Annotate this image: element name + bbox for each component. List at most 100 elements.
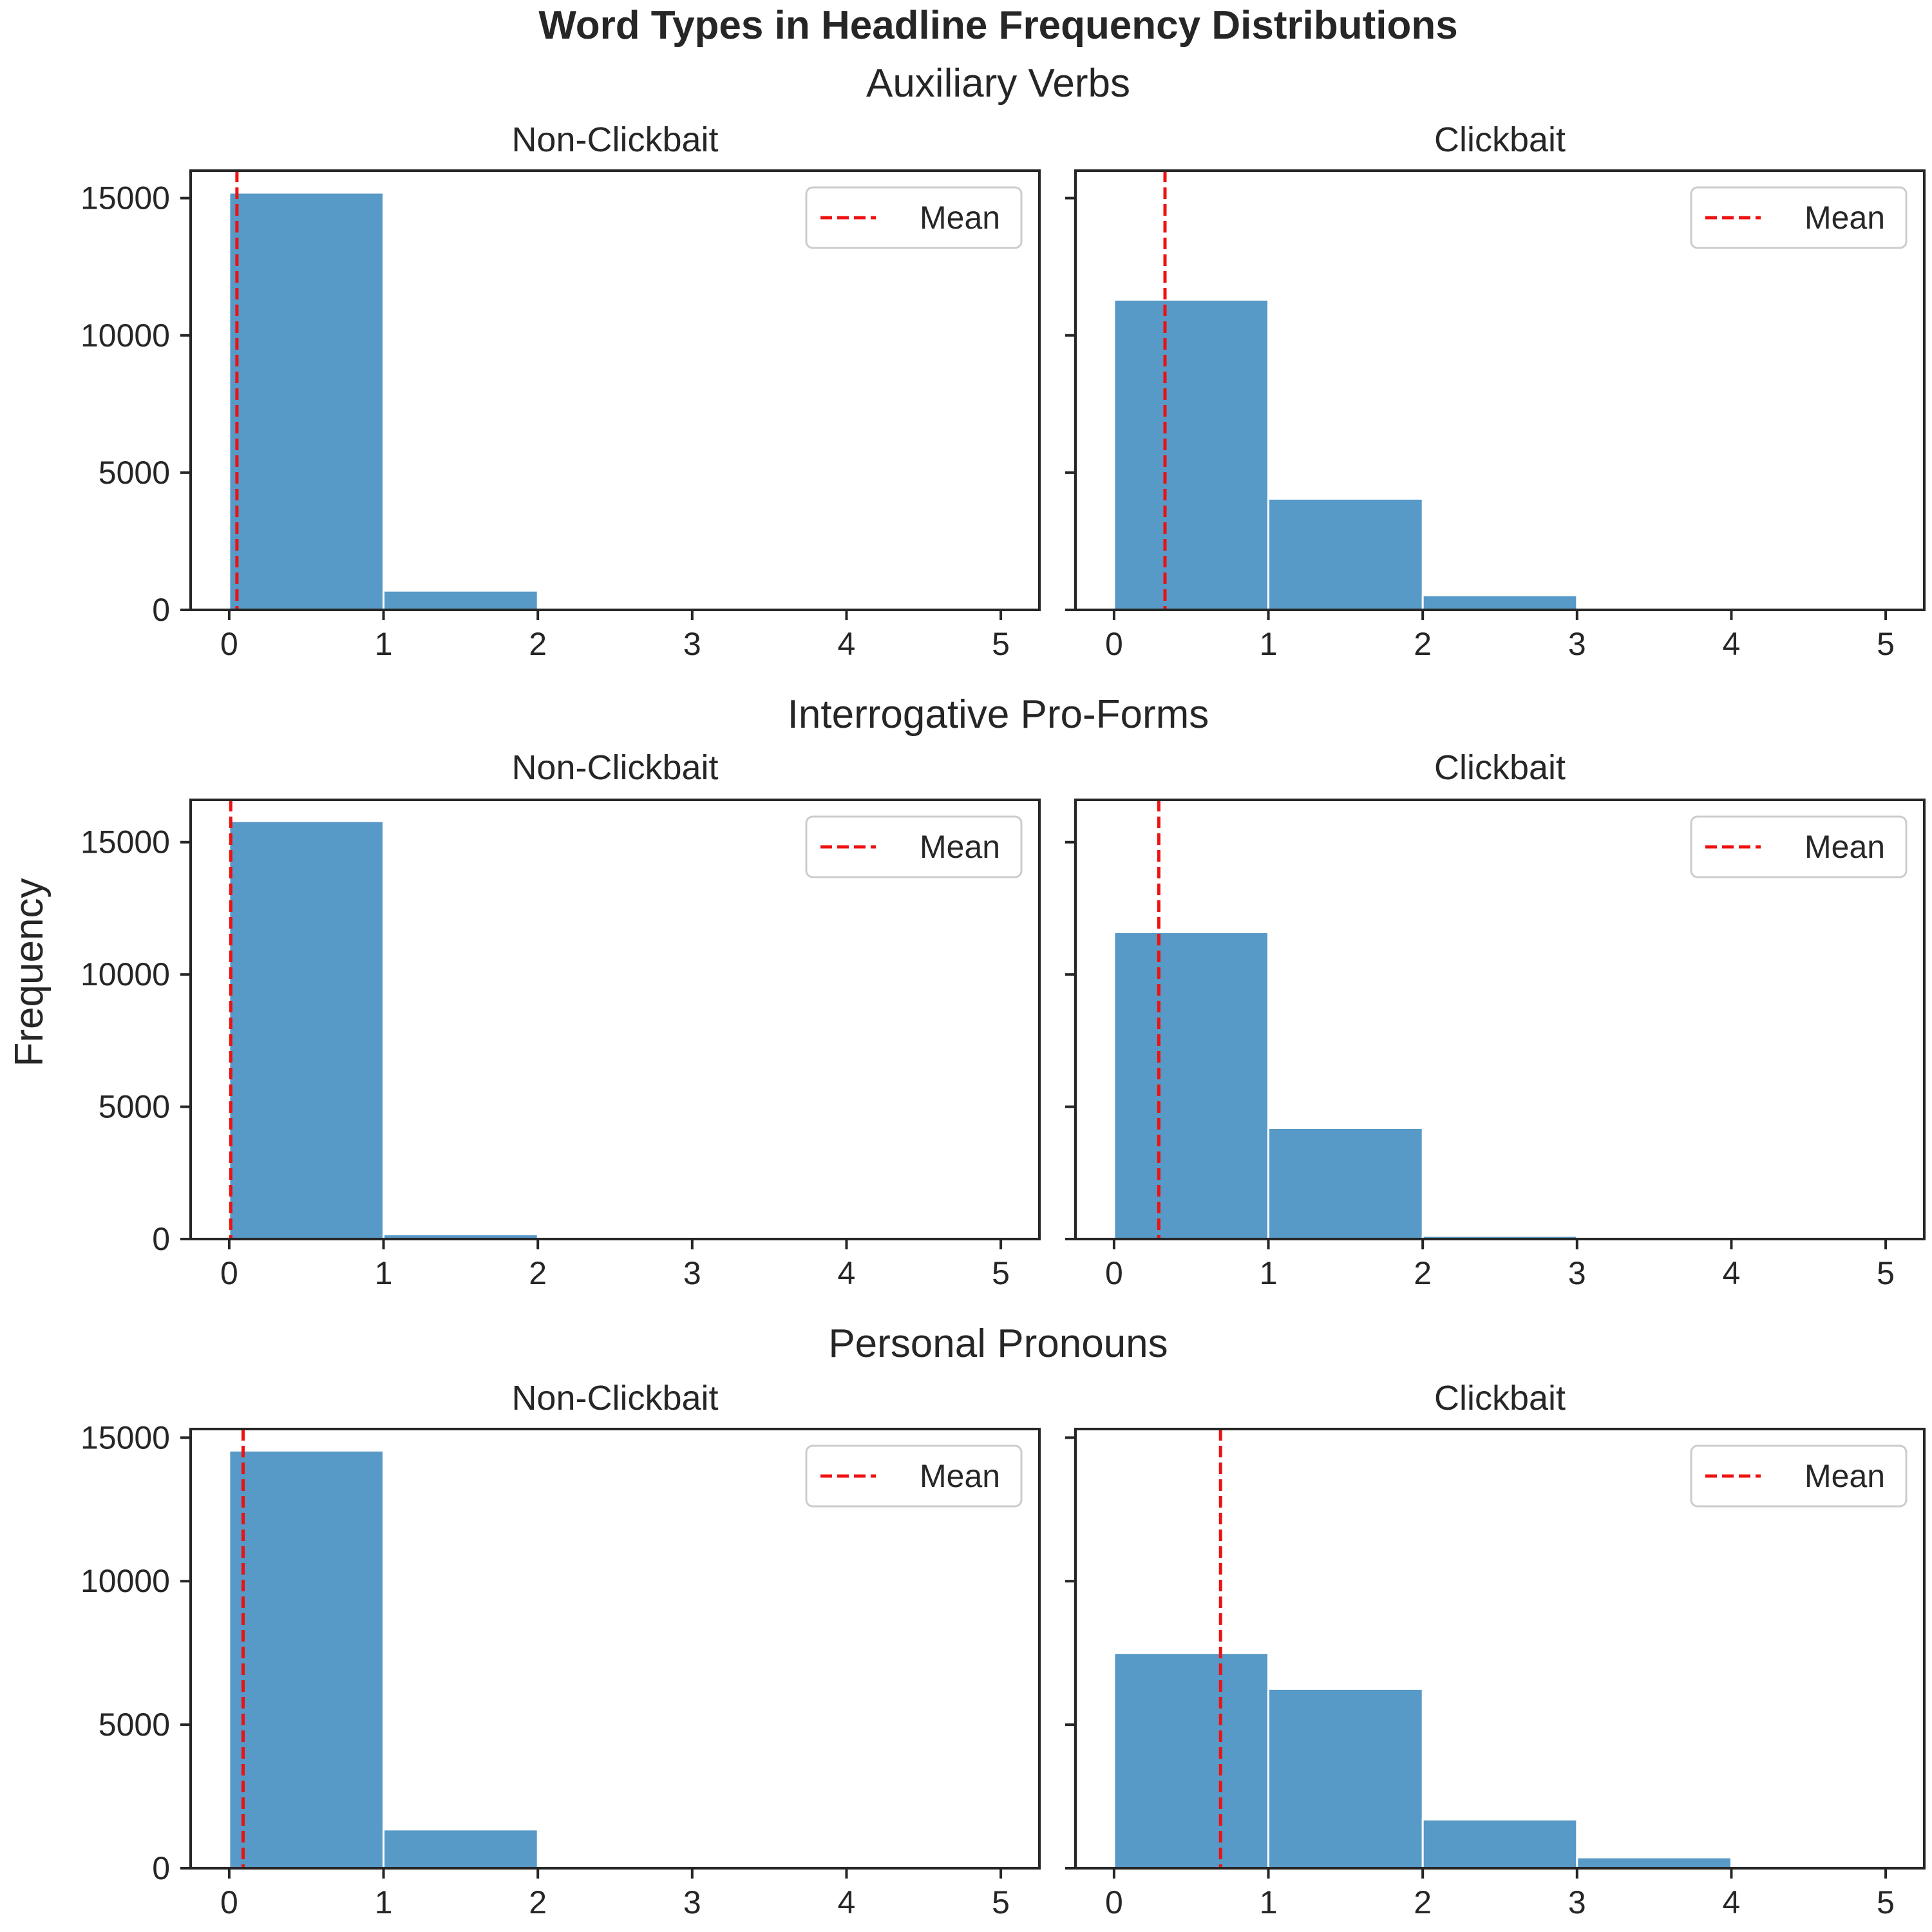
x-tick-label: 5 bbox=[1877, 626, 1895, 662]
x-tick-label: 1 bbox=[375, 1884, 393, 1920]
legend-box bbox=[805, 186, 1023, 249]
legend-label: Mean bbox=[1804, 829, 1885, 865]
histogram-bar bbox=[1267, 1126, 1424, 1240]
y-tick-label: 15000 bbox=[80, 1419, 170, 1455]
legend: Mean bbox=[805, 815, 1023, 878]
histogram-bar bbox=[228, 1449, 385, 1870]
x-tick-label: 0 bbox=[220, 1884, 238, 1920]
axes-frame bbox=[1074, 169, 1926, 611]
legend: Mean bbox=[1690, 186, 1908, 249]
subplot-title: Non-Clickbait bbox=[511, 1379, 718, 1417]
x-tick-label: 4 bbox=[1723, 1255, 1741, 1291]
figure-title: Word Types in Headline Frequency Distrib… bbox=[538, 3, 1457, 48]
x-tick-label: 0 bbox=[220, 626, 238, 662]
legend: Mean bbox=[1690, 1444, 1908, 1508]
axes-frame bbox=[189, 1428, 1041, 1870]
y-tick-label: 15000 bbox=[80, 180, 170, 216]
subplot-title: Non-Clickbait bbox=[511, 120, 718, 159]
histogram-bar bbox=[1421, 594, 1578, 611]
y-tick-label: 5000 bbox=[99, 1089, 170, 1125]
legend-label: Mean bbox=[920, 200, 1000, 236]
histogram-bar bbox=[1421, 1818, 1578, 1870]
x-tick-label: 4 bbox=[1723, 626, 1741, 662]
y-tick-label: 15000 bbox=[80, 824, 170, 860]
x-tick-label: 1 bbox=[375, 626, 393, 662]
x-tick-label: 3 bbox=[683, 1884, 701, 1920]
y-tick-label: 0 bbox=[152, 1221, 170, 1257]
x-tick-label: 4 bbox=[838, 626, 856, 662]
histogram-bar bbox=[383, 589, 539, 611]
y-tick-label: 0 bbox=[152, 1850, 170, 1886]
x-tick-label: 3 bbox=[1568, 626, 1586, 662]
histogram-bar bbox=[1576, 1856, 1732, 1870]
y-tick-label: 10000 bbox=[80, 1563, 170, 1599]
legend-box bbox=[1690, 1444, 1908, 1508]
legend-box bbox=[805, 815, 1023, 878]
histogram-bar bbox=[228, 820, 385, 1240]
x-tick-label: 4 bbox=[838, 1884, 856, 1920]
histogram-bar bbox=[383, 1828, 539, 1870]
x-tick-label: 1 bbox=[375, 1255, 393, 1291]
legend-label: Mean bbox=[920, 1458, 1000, 1494]
histogram-bar bbox=[1267, 1687, 1424, 1870]
x-tick-label: 1 bbox=[1260, 626, 1278, 662]
x-tick-label: 3 bbox=[683, 626, 701, 662]
panel-1: Auxiliary Verbs Non-Clickbait 0 1 2 3 4 5 0 5000 1… bbox=[80, 61, 1130, 662]
legend-label: Mean bbox=[1804, 1458, 1885, 1494]
x-tick-label: 5 bbox=[992, 1255, 1010, 1291]
row-title: Auxiliary Verbs bbox=[866, 61, 1130, 106]
x-tick-label: 4 bbox=[1723, 1884, 1741, 1920]
x-tick-label: 1 bbox=[1260, 1884, 1278, 1920]
x-tick-label: 5 bbox=[992, 1884, 1010, 1920]
x-tick-label: 5 bbox=[992, 626, 1010, 662]
x-tick-label: 1 bbox=[1260, 1255, 1278, 1291]
legend-label: Mean bbox=[1804, 200, 1885, 236]
histogram-bar bbox=[1113, 931, 1270, 1240]
legend: Mean bbox=[805, 186, 1023, 249]
axes-frame bbox=[189, 169, 1041, 611]
subplot-title: Non-Clickbait bbox=[511, 748, 718, 787]
row-title: Interrogative Pro-Forms bbox=[788, 692, 1209, 737]
legend: Mean bbox=[805, 1444, 1023, 1508]
histogram-bar bbox=[1267, 497, 1424, 611]
x-tick-label: 0 bbox=[1105, 1884, 1123, 1920]
subplot-title: Clickbait bbox=[1434, 120, 1566, 159]
x-tick-label: 3 bbox=[683, 1255, 701, 1291]
y-tick-label: 5000 bbox=[99, 1707, 170, 1743]
x-tick-label: 2 bbox=[1414, 1255, 1432, 1291]
x-tick-label: 4 bbox=[838, 1255, 856, 1291]
histogram-bar bbox=[1113, 1652, 1270, 1870]
y-tick-label: 10000 bbox=[80, 956, 170, 992]
subplot-title: Clickbait bbox=[1434, 748, 1566, 787]
legend-box bbox=[805, 1444, 1023, 1508]
panel-4: Clickbait 0 1 2 3 4 5 Mean bbox=[1065, 748, 1926, 1291]
x-tick-label: 2 bbox=[1414, 1884, 1432, 1920]
axes-frame bbox=[189, 799, 1041, 1240]
axes-frame bbox=[1074, 799, 1926, 1240]
y-tick-label: 5000 bbox=[99, 455, 170, 491]
panel-6: Clickbait 0 1 2 3 4 5 Mean bbox=[1065, 1379, 1926, 1920]
x-tick-label: 0 bbox=[220, 1255, 238, 1291]
axes-frame bbox=[1074, 1428, 1926, 1870]
x-tick-label: 0 bbox=[1105, 626, 1123, 662]
legend-label: Mean bbox=[920, 829, 1000, 865]
histogram-bar bbox=[1113, 298, 1270, 611]
x-tick-label: 2 bbox=[1414, 626, 1432, 662]
x-tick-label: 2 bbox=[529, 1255, 547, 1291]
legend-box bbox=[1690, 815, 1908, 878]
panel-2: Clickbait 0 1 2 3 4 5 Mean bbox=[1065, 120, 1926, 662]
x-tick-label: 2 bbox=[529, 626, 547, 662]
y-tick-label: 0 bbox=[152, 592, 170, 628]
x-tick-label: 0 bbox=[1105, 1255, 1123, 1291]
x-tick-label: 5 bbox=[1877, 1255, 1895, 1291]
subplot-title: Clickbait bbox=[1434, 1379, 1566, 1417]
x-tick-label: 3 bbox=[1568, 1884, 1586, 1920]
legend-box bbox=[1690, 186, 1908, 249]
legend: Mean bbox=[1690, 815, 1908, 878]
figure-ylabel: Frequency bbox=[7, 878, 52, 1067]
y-tick-label: 10000 bbox=[80, 317, 170, 354]
row-title: Personal Pronouns bbox=[828, 1321, 1168, 1366]
histogram-bar bbox=[228, 191, 385, 611]
